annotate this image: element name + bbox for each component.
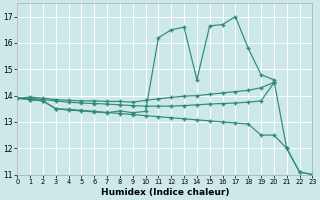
X-axis label: Humidex (Indice chaleur): Humidex (Indice chaleur)	[100, 188, 229, 197]
